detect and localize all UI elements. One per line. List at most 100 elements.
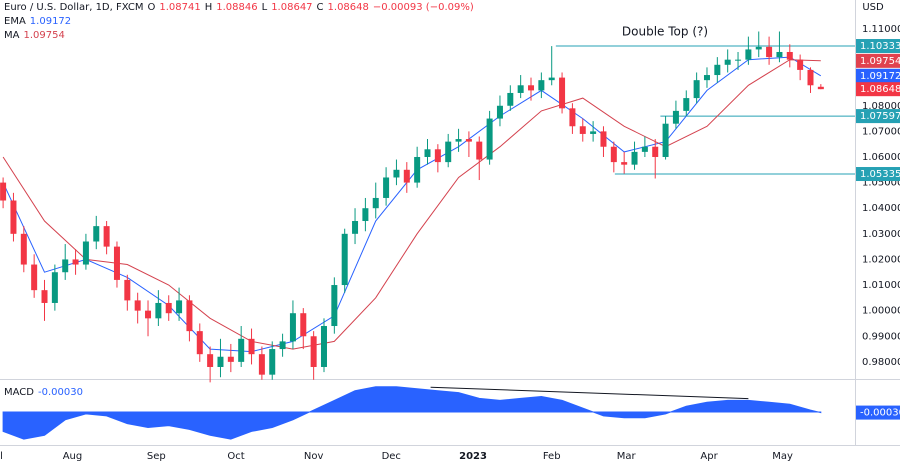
- y-tick-label: 1.00000: [862, 306, 900, 317]
- candle-body: [155, 302, 162, 319]
- candle-body: [300, 313, 307, 337]
- legend-value: 1.09172: [30, 16, 71, 27]
- header: Euro / U.S. Dollar, 1D, FXCM O 1.08741 H 1.0…: [4, 2, 474, 398]
- candle-body: [621, 162, 628, 165]
- macd-trendline: [430, 386, 749, 400]
- candle-body: [745, 49, 752, 60]
- y-tick-label: 1.07000: [862, 126, 900, 137]
- candle-body: [227, 356, 234, 362]
- candle-body: [766, 46, 773, 58]
- price-tag: [856, 167, 900, 182]
- candle-body: [455, 139, 462, 142]
- candle-body: [755, 46, 762, 50]
- candle-body: [103, 226, 110, 247]
- legend-name: MA: [4, 30, 20, 41]
- ohlc-label: L: [262, 2, 268, 13]
- candle-body: [693, 80, 700, 99]
- candle-body: [403, 169, 410, 183]
- price-tag: [856, 109, 900, 124]
- candle-body: [714, 64, 721, 76]
- price-tag-label: -0.00030: [860, 408, 900, 419]
- x-tick-label: Feb: [543, 451, 561, 462]
- x-tick-label: Aug: [63, 451, 83, 462]
- candle-body: [786, 51, 793, 60]
- candle-body: [797, 59, 804, 70]
- candle-body: [652, 146, 659, 157]
- candle-body: [51, 272, 58, 303]
- candle-body: [817, 86, 824, 90]
- candle-body: [631, 151, 638, 165]
- currency: USD: [862, 2, 884, 13]
- ma-line: [2, 59, 821, 350]
- x-tick-label: Oct: [227, 451, 244, 462]
- candle-body: [320, 326, 327, 367]
- candle-body: [424, 149, 431, 157]
- ohlc-value: 1.08741: [159, 2, 200, 13]
- price-tag: [856, 68, 900, 83]
- candle-body: [113, 246, 120, 280]
- candle-body: [186, 300, 193, 332]
- candle-body: [331, 285, 338, 327]
- candle-body: [445, 141, 452, 163]
- candle-body: [807, 69, 814, 86]
- candle-body: [414, 156, 421, 183]
- price-tag: [856, 39, 900, 54]
- candle-body: [600, 131, 607, 147]
- candle-body: [207, 354, 214, 367]
- y-tick-label: 1.11000: [862, 24, 900, 35]
- candle-body: [352, 221, 359, 234]
- ohlc-label: C: [317, 2, 324, 13]
- ohlc-label: O: [147, 2, 155, 13]
- candle-body: [735, 59, 742, 61]
- candle-body: [538, 80, 545, 91]
- candle-body: [383, 177, 390, 198]
- candle-body: [10, 200, 17, 234]
- candle-body: [662, 123, 669, 157]
- x-tick-label: Apr: [700, 451, 718, 462]
- candle-body: [20, 233, 27, 265]
- candle-body: [610, 146, 617, 163]
- ohlc-value: 1.08647: [271, 2, 312, 13]
- candle-body: [517, 85, 524, 93]
- ohlc-label: H: [205, 2, 213, 13]
- candle-body: [683, 98, 690, 111]
- price-tag: [856, 405, 900, 420]
- ohlc-value: 1.08648: [328, 2, 369, 13]
- x-tick-label: Sep: [147, 451, 166, 462]
- candle-body: [548, 77, 555, 81]
- candle-body: [289, 313, 296, 342]
- candle-body: [724, 59, 731, 65]
- y-tick-label: 1.05000: [862, 178, 900, 189]
- candle-body: [465, 139, 472, 142]
- annotation: Double Top (?): [622, 25, 708, 39]
- candle-body: [269, 349, 276, 375]
- candle-body: [434, 149, 441, 163]
- candle-body: [476, 141, 483, 160]
- candle-body: [569, 108, 576, 127]
- candle-body: [248, 338, 255, 355]
- symbol-title: Euro / U.S. Dollar, 1D, FXCM: [4, 2, 143, 13]
- price-tag: [856, 82, 900, 97]
- legend-name: EMA: [4, 16, 26, 27]
- price-tag-label: 1.05335: [860, 169, 900, 180]
- candle-body: [393, 169, 400, 178]
- candle-body: [372, 197, 379, 209]
- x-tick-label: Mar: [617, 451, 637, 462]
- price-tag-label: 1.08648: [860, 84, 900, 95]
- candle-body: [362, 208, 369, 222]
- candle-body: [31, 264, 38, 291]
- x-tick-label: Jul: [0, 451, 3, 462]
- x-tick-label: Nov: [304, 451, 324, 462]
- candle-body: [196, 331, 203, 355]
- candle-body: [93, 226, 100, 242]
- candle-body: [258, 354, 265, 375]
- price-tag-label: 1.07597: [860, 111, 900, 122]
- x-tick-label: May: [772, 451, 793, 462]
- candle-body: [528, 85, 535, 91]
- y-tick-label: 1.08000: [862, 101, 900, 112]
- macd-area: [2, 386, 822, 440]
- y-tick-label: 0.98000: [862, 357, 900, 368]
- y-tick-label: 1.02000: [862, 254, 900, 265]
- candle-body: [62, 259, 69, 273]
